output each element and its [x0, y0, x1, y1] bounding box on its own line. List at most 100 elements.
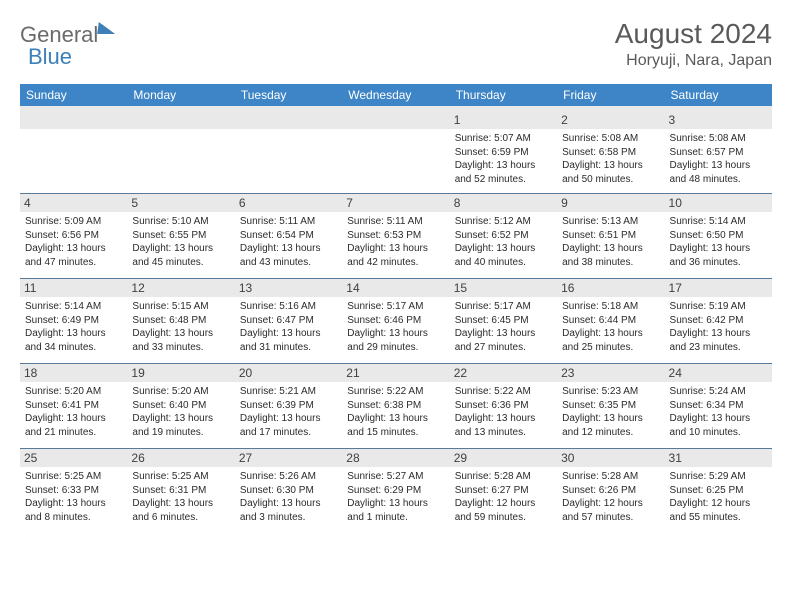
sunrise-text: Sunrise: 5:24 AM	[670, 385, 767, 399]
day-number: 21	[342, 364, 449, 382]
day-number: 27	[235, 449, 342, 467]
sunrise-text: Sunrise: 5:07 AM	[455, 132, 552, 146]
daylight-text: Daylight: 13 hours and 50 minutes.	[562, 159, 659, 186]
sunrise-text: Sunrise: 5:21 AM	[240, 385, 337, 399]
daylight-text: Daylight: 13 hours and 21 minutes.	[25, 412, 122, 439]
sunrise-text: Sunrise: 5:25 AM	[25, 470, 122, 484]
calendar-day-cell: 11Sunrise: 5:14 AMSunset: 6:49 PMDayligh…	[20, 279, 127, 364]
day-number	[342, 111, 449, 129]
sunrise-text: Sunrise: 5:11 AM	[240, 215, 337, 229]
sunset-text: Sunset: 6:54 PM	[240, 229, 337, 243]
sunrise-text: Sunrise: 5:18 AM	[562, 300, 659, 314]
sunset-text: Sunset: 6:38 PM	[347, 399, 444, 413]
day-number: 19	[127, 364, 234, 382]
sunset-text: Sunset: 6:44 PM	[562, 314, 659, 328]
sunset-text: Sunset: 6:46 PM	[347, 314, 444, 328]
day-number: 23	[557, 364, 664, 382]
daylight-text: Daylight: 13 hours and 29 minutes.	[347, 327, 444, 354]
calendar-day-cell: 20Sunrise: 5:21 AMSunset: 6:39 PMDayligh…	[235, 364, 342, 449]
day-number: 22	[450, 364, 557, 382]
weekday-header: Monday	[127, 84, 234, 109]
sunrise-text: Sunrise: 5:22 AM	[347, 385, 444, 399]
day-number: 13	[235, 279, 342, 297]
calendar-day-cell: 16Sunrise: 5:18 AMSunset: 6:44 PMDayligh…	[557, 279, 664, 364]
day-number: 26	[127, 449, 234, 467]
sunset-text: Sunset: 6:57 PM	[670, 146, 767, 160]
calendar-week-row: 1Sunrise: 5:07 AMSunset: 6:59 PMDaylight…	[20, 109, 772, 194]
sunset-text: Sunset: 6:45 PM	[455, 314, 552, 328]
weekday-header: Thursday	[450, 84, 557, 109]
weekday-header-row: SundayMondayTuesdayWednesdayThursdayFrid…	[20, 84, 772, 109]
daylight-text: Daylight: 13 hours and 38 minutes.	[562, 242, 659, 269]
calendar-day-cell	[127, 109, 234, 194]
calendar-day-cell: 24Sunrise: 5:24 AMSunset: 6:34 PMDayligh…	[665, 364, 772, 449]
daylight-text: Daylight: 13 hours and 15 minutes.	[347, 412, 444, 439]
sunrise-text: Sunrise: 5:10 AM	[132, 215, 229, 229]
calendar-day-cell: 17Sunrise: 5:19 AMSunset: 6:42 PMDayligh…	[665, 279, 772, 364]
daylight-text: Daylight: 13 hours and 10 minutes.	[670, 412, 767, 439]
day-number: 6	[235, 194, 342, 212]
day-number: 20	[235, 364, 342, 382]
daylight-text: Daylight: 13 hours and 13 minutes.	[455, 412, 552, 439]
sunset-text: Sunset: 6:41 PM	[25, 399, 122, 413]
calendar-day-cell: 23Sunrise: 5:23 AMSunset: 6:35 PMDayligh…	[557, 364, 664, 449]
sunset-text: Sunset: 6:47 PM	[240, 314, 337, 328]
weekday-header: Tuesday	[235, 84, 342, 109]
sunset-text: Sunset: 6:53 PM	[347, 229, 444, 243]
logo-text-blue: Blue	[28, 44, 72, 69]
sunset-text: Sunset: 6:49 PM	[25, 314, 122, 328]
sunset-text: Sunset: 6:52 PM	[455, 229, 552, 243]
sunset-text: Sunset: 6:25 PM	[670, 484, 767, 498]
day-number: 25	[20, 449, 127, 467]
calendar-day-cell	[20, 109, 127, 194]
daylight-text: Daylight: 12 hours and 57 minutes.	[562, 497, 659, 524]
calendar-day-cell: 30Sunrise: 5:28 AMSunset: 6:26 PMDayligh…	[557, 449, 664, 534]
calendar-day-cell: 25Sunrise: 5:25 AMSunset: 6:33 PMDayligh…	[20, 449, 127, 534]
day-number: 15	[450, 279, 557, 297]
sunrise-text: Sunrise: 5:12 AM	[455, 215, 552, 229]
daylight-text: Daylight: 13 hours and 17 minutes.	[240, 412, 337, 439]
calendar-day-cell: 12Sunrise: 5:15 AMSunset: 6:48 PMDayligh…	[127, 279, 234, 364]
daylight-text: Daylight: 13 hours and 48 minutes.	[670, 159, 767, 186]
day-number: 9	[557, 194, 664, 212]
daylight-text: Daylight: 13 hours and 25 minutes.	[562, 327, 659, 354]
day-number: 8	[450, 194, 557, 212]
day-number: 14	[342, 279, 449, 297]
daylight-text: Daylight: 13 hours and 1 minute.	[347, 497, 444, 524]
sunset-text: Sunset: 6:42 PM	[670, 314, 767, 328]
daylight-text: Daylight: 13 hours and 27 minutes.	[455, 327, 552, 354]
calendar-week-row: 4Sunrise: 5:09 AMSunset: 6:56 PMDaylight…	[20, 194, 772, 279]
daylight-text: Daylight: 13 hours and 45 minutes.	[132, 242, 229, 269]
month-title: August 2024	[615, 18, 772, 50]
sunrise-text: Sunrise: 5:09 AM	[25, 215, 122, 229]
sunrise-text: Sunrise: 5:22 AM	[455, 385, 552, 399]
sunrise-text: Sunrise: 5:29 AM	[670, 470, 767, 484]
sunrise-text: Sunrise: 5:17 AM	[455, 300, 552, 314]
weekday-header: Sunday	[20, 84, 127, 109]
sunrise-text: Sunrise: 5:08 AM	[562, 132, 659, 146]
weekday-header: Wednesday	[342, 84, 449, 109]
location-label: Horyuji, Nara, Japan	[615, 52, 772, 70]
calendar-page: General August 2024 Horyuji, Nara, Japan…	[0, 0, 792, 544]
sunset-text: Sunset: 6:51 PM	[562, 229, 659, 243]
day-number: 29	[450, 449, 557, 467]
daylight-text: Daylight: 13 hours and 23 minutes.	[670, 327, 767, 354]
daylight-text: Daylight: 13 hours and 33 minutes.	[132, 327, 229, 354]
calendar-day-cell: 28Sunrise: 5:27 AMSunset: 6:29 PMDayligh…	[342, 449, 449, 534]
daylight-text: Daylight: 13 hours and 8 minutes.	[25, 497, 122, 524]
calendar-day-cell: 31Sunrise: 5:29 AMSunset: 6:25 PMDayligh…	[665, 449, 772, 534]
sunrise-text: Sunrise: 5:26 AM	[240, 470, 337, 484]
day-number: 17	[665, 279, 772, 297]
calendar-day-cell: 5 Sunrise: 5:10 AMSunset: 6:55 PMDaylight…	[127, 194, 234, 279]
daylight-text: Daylight: 13 hours and 52 minutes.	[455, 159, 552, 186]
sunset-text: Sunset: 6:55 PM	[132, 229, 229, 243]
sunrise-text: Sunrise: 5:25 AM	[132, 470, 229, 484]
sunrise-text: Sunrise: 5:28 AM	[562, 470, 659, 484]
calendar-week-row: 25Sunrise: 5:25 AMSunset: 6:33 PMDayligh…	[20, 449, 772, 534]
day-number: 5	[127, 194, 234, 212]
calendar-day-cell	[235, 109, 342, 194]
calendar-day-cell: 13Sunrise: 5:16 AMSunset: 6:47 PMDayligh…	[235, 279, 342, 364]
day-number: 3	[665, 111, 772, 129]
sunset-text: Sunset: 6:36 PM	[455, 399, 552, 413]
calendar-day-cell: 4Sunrise: 5:09 AMSunset: 6:56 PMDaylight…	[20, 194, 127, 279]
